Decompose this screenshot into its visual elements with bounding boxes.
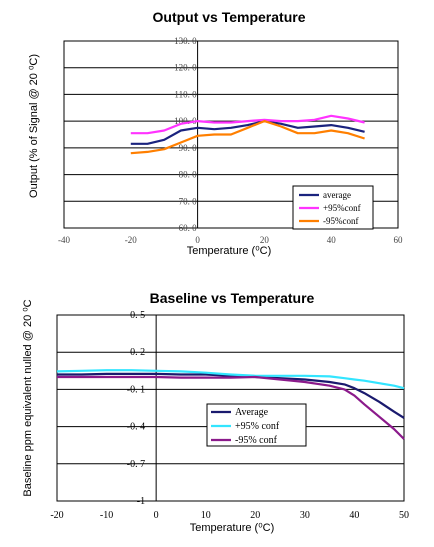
chart2-legend-label: +95% conf (235, 421, 280, 432)
chart1-series-lines (130, 114, 365, 155)
chart1-series-line-3 (130, 119, 365, 155)
chart2-series-line-2 (56, 369, 405, 390)
chart1-y-tick-label: 90. 0 (179, 143, 198, 153)
chart1-x-tick-label: 20 (260, 235, 270, 245)
chart1-title: Output vs Temperature (153, 9, 306, 25)
chart1-legend-label: +95%conf (323, 203, 361, 213)
chart2-x-tick-label: -10 (100, 510, 113, 521)
chart2-y-tick-labels: 0. 5 0. 2 -0. 1 -0. 4 -0. 7 -1 (127, 310, 145, 507)
chart1-x-axis-label: Temperature (⁰C) (187, 245, 272, 257)
chart1-y-tick-label: 80. 0 (179, 170, 198, 180)
chart1-y-axis-label: Output (% of Signal @ 20 ⁰C) (28, 54, 40, 198)
chart1-y-tick-label: 120. 0 (174, 63, 197, 73)
chart2-legend: Average +95% conf -95% conf (206, 403, 307, 447)
chart2-y-tick-label: -0. 4 (127, 422, 145, 433)
chart1-y-tick-label: 60. 0 (179, 223, 198, 233)
chart2-legend-label: Average (235, 407, 269, 418)
chart1-x-tick-label: 0 (195, 235, 200, 245)
chart1-series-line-1 (130, 119, 365, 145)
chart2-y-tick-label: 0. 2 (130, 347, 145, 358)
chart2-x-axis-label: Temperature (⁰C) (190, 522, 275, 534)
chart1-legend-label: -95%conf (323, 216, 359, 226)
chart2-y-tick-label: -1 (137, 496, 145, 507)
chart2-series-line-3 (57, 375, 405, 440)
chart2-x-tick-label: 40 (349, 510, 359, 521)
chart2-x-tick-labels: -20 -10 0 10 20 30 40 50 (50, 510, 409, 521)
chart2-x-tick-label: 10 (201, 510, 211, 521)
chart1-x-tick-label: -40 (58, 235, 70, 245)
chart2-y-tick-label: -0. 7 (127, 459, 145, 470)
chart2-x-tick-label: 30 (300, 510, 310, 521)
chart1-series-line-2 (130, 114, 365, 135)
chart1-legend: average +95%conf -95%conf (292, 185, 374, 230)
chart2-x-tick-label: 0 (154, 510, 159, 521)
chart2-x-tick-label: -20 (50, 510, 63, 521)
chart1-y-tick-label: 110. 0 (174, 89, 197, 99)
chart1-x-tick-labels: -40 -20 0 20 40 60 (58, 235, 403, 245)
chart1-x-tick-label: 60 (394, 235, 404, 245)
chart2-x-tick-label: 20 (250, 510, 260, 521)
chart2-legend-label: -95% conf (235, 435, 278, 446)
chart1-y-tick-labels: 130. 0 120. 0 110. 0 100. 0 90. 0 80. 0 70. 0 6… (174, 36, 197, 233)
chart1-y-tick-label: 70. 0 (179, 196, 198, 206)
chart1-y-tick-label: 100. 0 (174, 116, 197, 126)
chart2-series-lines (56, 369, 405, 440)
chart1-x-tick-label: 40 (327, 235, 337, 245)
chart2-y-tick-label: 0. 5 (130, 310, 145, 321)
chart2-title: Baseline vs Temperature (150, 290, 315, 306)
chart2-y-tick-label: -0. 1 (127, 384, 145, 395)
chart1-x-tick-label: -20 (125, 235, 137, 245)
chart1-y-tick-label: 130. 0 (174, 36, 197, 46)
chart2-x-tick-label: 50 (399, 510, 409, 521)
chart1-legend-label: average (323, 190, 351, 200)
chart2-y-axis-label: Baseline ppm equivalent nulled @ 20 ⁰C (22, 299, 34, 496)
